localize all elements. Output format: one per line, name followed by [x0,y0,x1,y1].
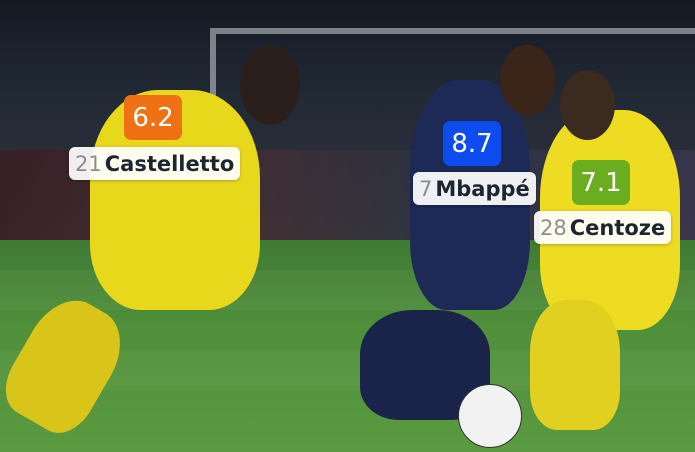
player-mbappe-head [500,45,555,115]
player-centoze-head [560,70,615,140]
rating-badge-castelletto: 6.2 [124,95,182,140]
rating-badge-mbappe: 8.7 [443,121,501,166]
rating-value: 6.2 [132,102,174,133]
rating-value: 7.1 [580,167,622,198]
player-name: Castelletto [104,151,235,176]
player-castelletto-head [240,45,300,125]
rating-badge-centoze: 7.1 [572,160,630,205]
rating-value: 8.7 [451,128,493,159]
player-name: Mbappé [435,176,530,201]
player-label-castelletto: 21 Castelletto [69,147,241,180]
player-number: 7 [419,176,433,201]
player-number: 28 [540,215,567,240]
player-label-centoze: 28 Centoze [534,211,672,244]
player-name: Centoze [569,215,666,240]
player-label-mbappe: 7 Mbappé [413,172,536,205]
football [458,384,522,448]
player-centoze-legs [530,300,620,430]
player-number: 21 [75,151,102,176]
